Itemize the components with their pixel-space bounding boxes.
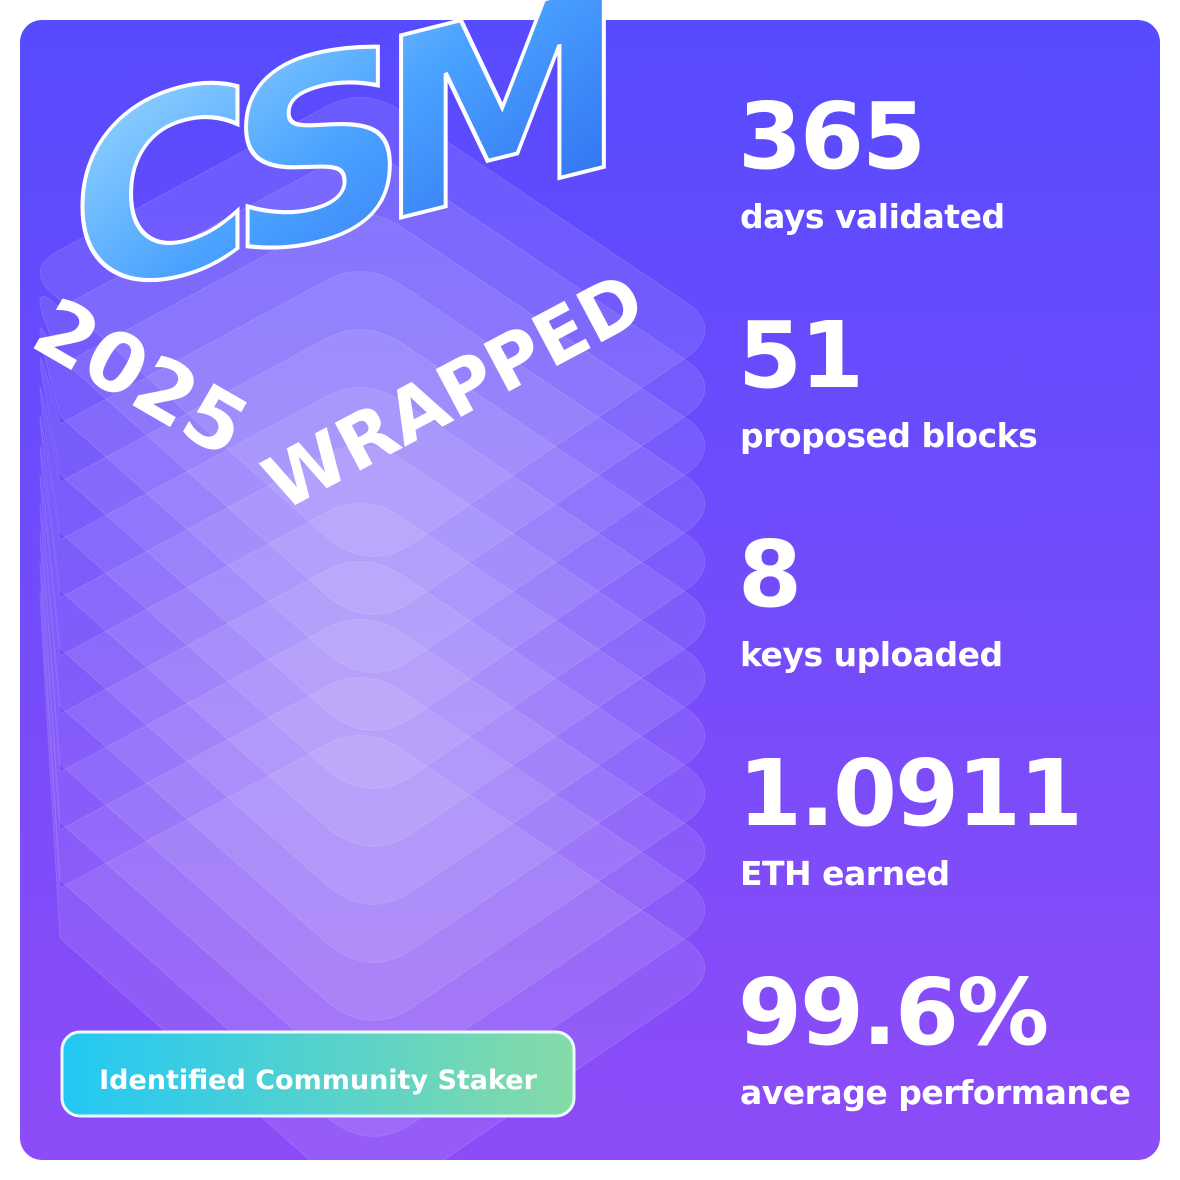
stat-label: ETH earned <box>740 854 950 893</box>
stat-value: 99.6% <box>738 959 1047 1066</box>
stat-value: 1.0911 <box>738 740 1081 847</box>
layer <box>39 474 706 963</box>
stat-label: proposed blocks <box>740 416 1037 455</box>
badge-label: Identified Community Staker <box>99 1065 537 1096</box>
layer <box>39 155 706 615</box>
stat-label: average performance <box>740 1073 1130 1112</box>
stat-value: 365 <box>738 83 924 190</box>
layer <box>39 503 706 1021</box>
layer <box>39 329 706 789</box>
card <box>20 20 1160 1160</box>
layer <box>39 97 706 557</box>
stats: 365 days validated 51 proposed blocks 8 keys … <box>738 83 1131 1112</box>
stat-label: keys uploaded <box>740 635 1003 674</box>
stat-value: 51 <box>738 302 862 409</box>
badge-background <box>60 1030 576 1118</box>
layer <box>39 445 706 905</box>
layer <box>39 271 706 731</box>
layer <box>39 561 706 1137</box>
layer <box>39 387 706 847</box>
stat-value: 8 <box>738 521 800 628</box>
stat-label: days validated <box>740 197 1005 236</box>
layer <box>39 213 706 673</box>
badge: Identified Community Staker <box>60 1030 576 1118</box>
